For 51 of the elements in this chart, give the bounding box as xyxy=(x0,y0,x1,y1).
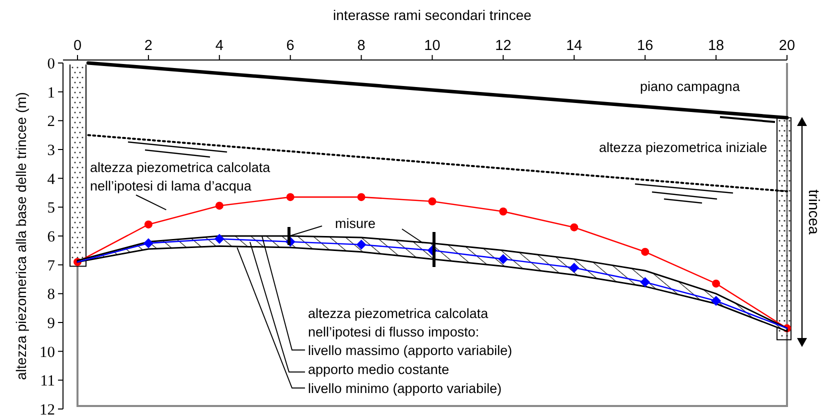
x-tick-label: 6 xyxy=(286,38,294,54)
series-label: piano campagna xyxy=(640,79,740,94)
y-tick-label: 1 xyxy=(47,84,55,102)
point xyxy=(712,280,720,288)
y-tick-label: 10 xyxy=(40,344,56,361)
y-tick-label: 0 xyxy=(47,55,56,72)
x-tick-label: 8 xyxy=(357,38,366,54)
point xyxy=(356,240,366,250)
point xyxy=(570,223,578,232)
x-tick-label: 4 xyxy=(215,38,224,54)
x-tick-label: 20 xyxy=(778,38,796,54)
series-label: altezza piezometrica iniziale xyxy=(599,140,768,155)
point xyxy=(215,202,224,210)
x-tick-label: 0 xyxy=(73,38,82,54)
y-tick-label: 11 xyxy=(40,372,55,390)
x-tick-label: 12 xyxy=(495,38,512,54)
point xyxy=(640,277,650,288)
y-tick-label: 4 xyxy=(47,170,56,188)
annotation: livello massimo (apporto variabile) xyxy=(308,343,512,358)
point xyxy=(641,248,650,256)
y-axis-title: altezza piezomerica alla base delle trincee (m) xyxy=(12,92,29,380)
point xyxy=(569,262,580,273)
y-tick-label: 5 xyxy=(47,200,56,217)
y-tick-label: 2 xyxy=(47,113,55,130)
annotation: livello minimo (apporto variabile) xyxy=(308,381,502,396)
point xyxy=(144,220,152,228)
y-tick-label: 7 xyxy=(47,257,56,274)
point xyxy=(499,207,508,216)
point xyxy=(143,238,154,248)
point xyxy=(286,193,294,202)
text: apporto medio costante xyxy=(308,362,450,377)
y-tick-label: 12 xyxy=(40,401,55,415)
point xyxy=(428,197,436,206)
x-tick-label: 18 xyxy=(708,38,724,54)
annotation: misure xyxy=(335,216,376,231)
text: trincea xyxy=(805,189,822,236)
x-tick-label: 2 xyxy=(144,38,152,54)
x-axis-title: interasse rami secondari trincee xyxy=(333,7,532,23)
point xyxy=(498,254,508,264)
x-tick-label: 16 xyxy=(637,38,654,54)
annotation: altezza piezometrica calcolata nell’ipotesi di lama d’acqua xyxy=(90,160,271,194)
x-tick-label: 14 xyxy=(566,38,582,54)
y-tick-label: 3 xyxy=(47,142,56,159)
x-tick-label: 10 xyxy=(424,38,440,54)
y-tick-label: 8 xyxy=(47,286,56,304)
point xyxy=(214,234,224,244)
annotation: altezza piezometrica calcolata nell’ipotesi di flusso imposto: xyxy=(308,306,489,340)
point xyxy=(711,296,722,306)
y-tick-label: 9 xyxy=(47,314,56,332)
point xyxy=(357,193,366,202)
y-tick-label: 6 xyxy=(47,228,56,246)
